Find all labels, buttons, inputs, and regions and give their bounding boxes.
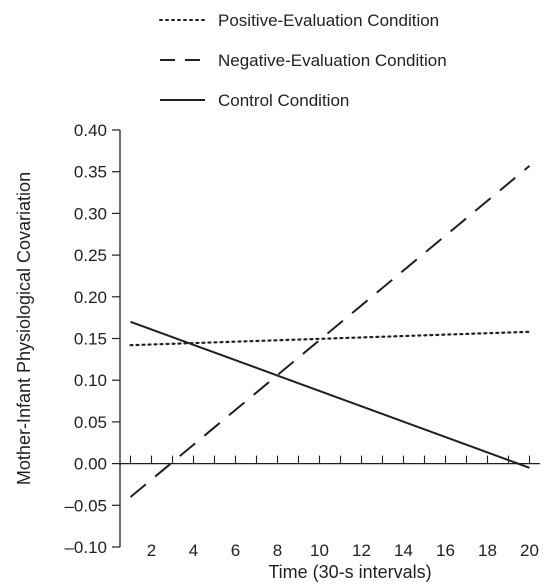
y-tick-label: 0.25 — [74, 246, 107, 265]
y-tick-label: –0.10 — [64, 538, 107, 557]
legend: Positive-Evaluation Condition Negative-Ev… — [159, 11, 447, 110]
x-tick-label: 18 — [478, 541, 497, 560]
series-lines — [129, 165, 531, 498]
series-positive-evaluation — [129, 330, 531, 347]
legend-label: Positive-Evaluation Condition — [218, 11, 439, 30]
x-tick-label: 4 — [189, 541, 198, 560]
y-tick-label: 0.00 — [74, 455, 107, 474]
series-control — [130, 320, 530, 469]
x-tick-label: 8 — [273, 541, 282, 560]
x-tick-label: 20 — [520, 541, 539, 560]
x-tick-label: 6 — [231, 541, 240, 560]
legend-label: Control Condition — [218, 91, 349, 110]
x-tick-label: 12 — [352, 541, 371, 560]
x-axis-title: Time (30-s intervals) — [268, 562, 431, 582]
y-tick-label: 0.40 — [74, 121, 107, 140]
y-tick-label: 0.05 — [74, 413, 107, 432]
y-tick-label: –0.05 — [64, 496, 107, 515]
series-negative-evaluation — [129, 165, 531, 498]
y-ticks: –0.10 –0.05 0.00 0.05 0.10 0.15 0.20 0.25 0.30 0.… — [64, 121, 120, 557]
y-tick-label: 0.10 — [74, 371, 107, 390]
x-tick-label: 2 — [147, 541, 156, 560]
y-tick-label: 0.20 — [74, 288, 107, 307]
legend-label: Negative-Evaluation Condition — [218, 51, 447, 70]
y-tick-label: 0.15 — [74, 330, 107, 349]
x-tick-label: 14 — [394, 541, 413, 560]
y-axis-title: Mother-Infant Physiological Covariation — [14, 172, 34, 485]
x-ticks: 2 4 6 8 10 12 14 16 18 20 — [129, 455, 539, 560]
y-tick-label: 0.35 — [74, 163, 107, 182]
x-tick-label: 16 — [436, 541, 455, 560]
y-tick-label: 0.30 — [74, 204, 107, 223]
x-tick-label: 10 — [310, 541, 329, 560]
